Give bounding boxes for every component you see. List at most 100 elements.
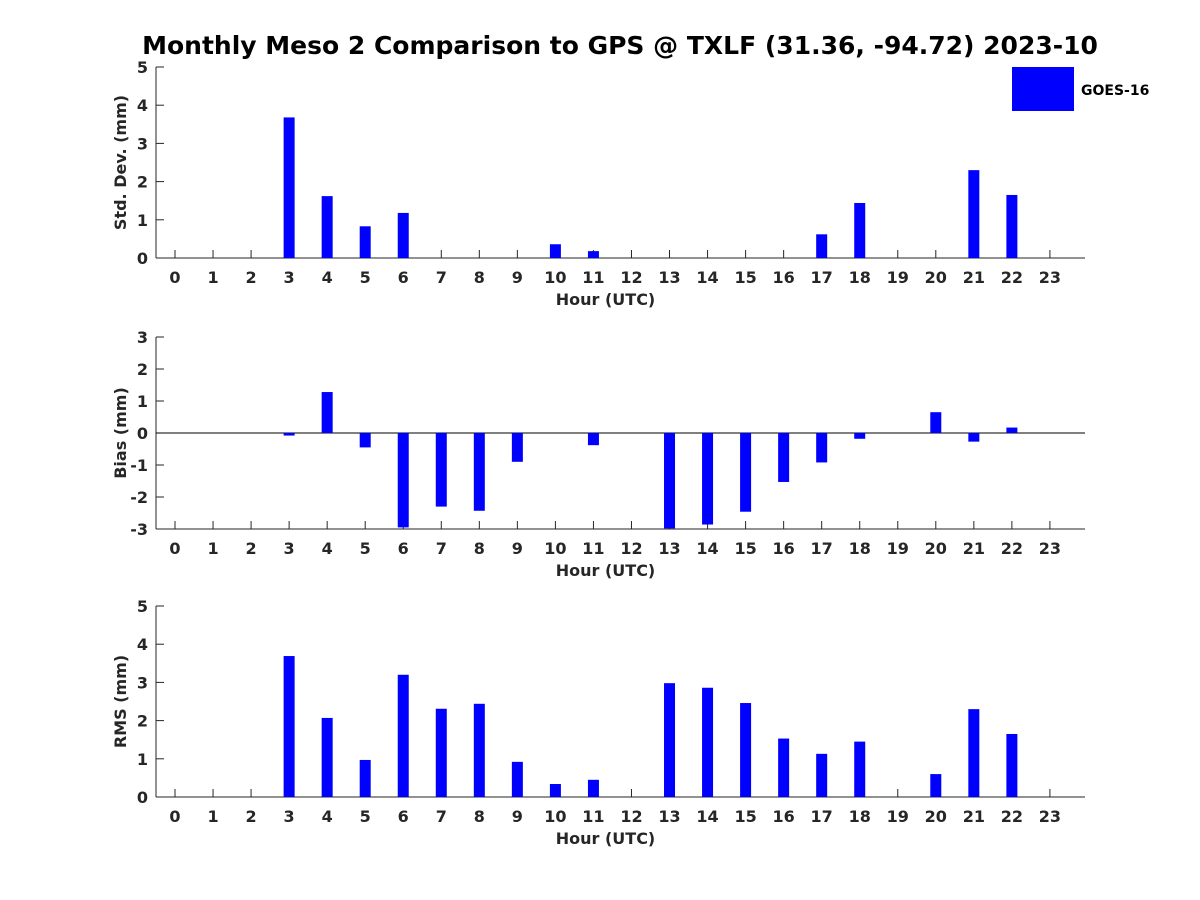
x-tick-label: 0 bbox=[169, 807, 180, 826]
y-tick-label: 2 bbox=[137, 173, 148, 192]
bar-std-hour-11 bbox=[587, 251, 599, 258]
bar-bias-hour-16 bbox=[778, 433, 790, 482]
x-tick-label: 9 bbox=[512, 539, 523, 558]
bar-std-hour-21 bbox=[968, 170, 980, 258]
bar-rms-hour-20 bbox=[930, 774, 942, 797]
x-tick-label: 5 bbox=[360, 807, 371, 826]
x-tick-label: 0 bbox=[169, 539, 180, 558]
x-tick-label: 11 bbox=[582, 539, 604, 558]
bar-bias-hour-17 bbox=[816, 433, 828, 463]
y-tick-label: 4 bbox=[137, 96, 148, 115]
bar-rms-hour-4 bbox=[321, 717, 333, 797]
bar-std-hour-18 bbox=[854, 202, 866, 258]
x-tick-label: 1 bbox=[207, 539, 218, 558]
x-tick-label: 20 bbox=[925, 268, 947, 287]
x-tick-label: 17 bbox=[811, 807, 833, 826]
x-tick-label: 18 bbox=[849, 807, 871, 826]
x-tick-label: 15 bbox=[734, 807, 756, 826]
x-tick-label: 2 bbox=[246, 807, 257, 826]
bar-bias-hour-5 bbox=[359, 433, 371, 448]
x-axis-label: Hour (UTC) bbox=[556, 290, 656, 309]
legend-label: GOES-16 bbox=[1081, 83, 1149, 99]
x-tick-label: 5 bbox=[360, 268, 371, 287]
x-tick-label: 16 bbox=[773, 268, 795, 287]
bar-rms-hour-5 bbox=[359, 759, 371, 797]
x-tick-label: 14 bbox=[696, 807, 718, 826]
bar-bias-hour-9 bbox=[511, 433, 523, 462]
legend: GOES-16 bbox=[1012, 67, 1149, 111]
bar-rms-hour-16 bbox=[778, 738, 790, 797]
x-tick-label: 4 bbox=[322, 268, 333, 287]
x-tick-label: 13 bbox=[658, 268, 680, 287]
x-tick-label: 10 bbox=[544, 539, 566, 558]
y-tick-label: 5 bbox=[137, 597, 148, 616]
x-tick-label: 1 bbox=[207, 807, 218, 826]
x-tick-label: 7 bbox=[436, 807, 447, 826]
bar-rms-hour-21 bbox=[968, 709, 980, 797]
chart-title: Monthly Meso 2 Comparison to GPS @ TXLF … bbox=[142, 31, 1098, 60]
bar-rms-hour-18 bbox=[854, 741, 866, 797]
x-tick-label: 11 bbox=[582, 268, 604, 287]
bar-std-hour-22 bbox=[1006, 194, 1018, 258]
bar-std-hour-4 bbox=[321, 196, 333, 258]
bar-bias-hour-22 bbox=[1006, 427, 1018, 433]
x-tick-label: 8 bbox=[474, 539, 485, 558]
y-tick-label: -1 bbox=[130, 456, 148, 475]
x-tick-label: 15 bbox=[734, 268, 756, 287]
bar-rms-hour-15 bbox=[740, 703, 752, 797]
bar-std-hour-17 bbox=[816, 234, 828, 258]
bar-bias-hour-6 bbox=[397, 433, 409, 528]
x-tick-label: 17 bbox=[811, 268, 833, 287]
x-tick-label: 10 bbox=[544, 268, 566, 287]
x-tick-label: 9 bbox=[512, 268, 523, 287]
x-tick-label: 6 bbox=[398, 807, 409, 826]
x-tick-label: 4 bbox=[322, 807, 333, 826]
x-tick-label: 3 bbox=[284, 539, 295, 558]
bar-bias-hour-8 bbox=[473, 433, 485, 511]
x-tick-label: 22 bbox=[1001, 268, 1023, 287]
x-tick-label: 23 bbox=[1039, 539, 1061, 558]
x-tick-label: 21 bbox=[963, 807, 985, 826]
x-axis-label: Hour (UTC) bbox=[556, 561, 656, 580]
x-tick-label: 16 bbox=[773, 539, 795, 558]
y-tick-label: 1 bbox=[137, 392, 148, 411]
bar-bias-hour-13 bbox=[664, 433, 676, 529]
x-tick-label: 19 bbox=[887, 539, 909, 558]
x-tick-label: 0 bbox=[169, 268, 180, 287]
bar-std-hour-3 bbox=[283, 117, 295, 258]
y-tick-label: 3 bbox=[137, 134, 148, 153]
x-tick-label: 20 bbox=[925, 539, 947, 558]
x-tick-label: 13 bbox=[658, 807, 680, 826]
bar-rms-hour-10 bbox=[549, 784, 561, 797]
bar-bias-hour-11 bbox=[587, 433, 599, 446]
bar-bias-hour-18 bbox=[854, 433, 866, 439]
y-tick-label: -3 bbox=[130, 520, 148, 539]
y-tick-label: 0 bbox=[137, 424, 148, 443]
x-tick-label: 22 bbox=[1001, 539, 1023, 558]
y-tick-label: 1 bbox=[137, 211, 148, 230]
x-tick-label: 6 bbox=[398, 268, 409, 287]
bar-rms-hour-9 bbox=[511, 761, 523, 797]
y-tick-label: 4 bbox=[137, 635, 148, 654]
bar-std-hour-5 bbox=[359, 226, 371, 258]
y-tick-label: 0 bbox=[137, 788, 148, 807]
bar-rms-hour-6 bbox=[397, 674, 409, 797]
x-tick-label: 23 bbox=[1039, 807, 1061, 826]
bar-bias-hour-3 bbox=[283, 433, 295, 436]
x-tick-label: 8 bbox=[474, 807, 485, 826]
x-tick-label: 12 bbox=[620, 807, 642, 826]
bar-bias-hour-15 bbox=[740, 433, 752, 512]
x-tick-label: 19 bbox=[887, 268, 909, 287]
bar-rms-hour-22 bbox=[1006, 733, 1018, 797]
bar-rms-hour-14 bbox=[702, 687, 714, 797]
x-tick-label: 21 bbox=[963, 268, 985, 287]
x-tick-label: 21 bbox=[963, 539, 985, 558]
x-tick-label: 1 bbox=[207, 268, 218, 287]
x-tick-label: 14 bbox=[696, 268, 718, 287]
bar-rms-hour-13 bbox=[664, 683, 676, 797]
x-tick-label: 12 bbox=[620, 268, 642, 287]
x-tick-label: 14 bbox=[696, 539, 718, 558]
x-tick-label: 23 bbox=[1039, 268, 1061, 287]
bar-bias-hour-21 bbox=[968, 433, 980, 442]
